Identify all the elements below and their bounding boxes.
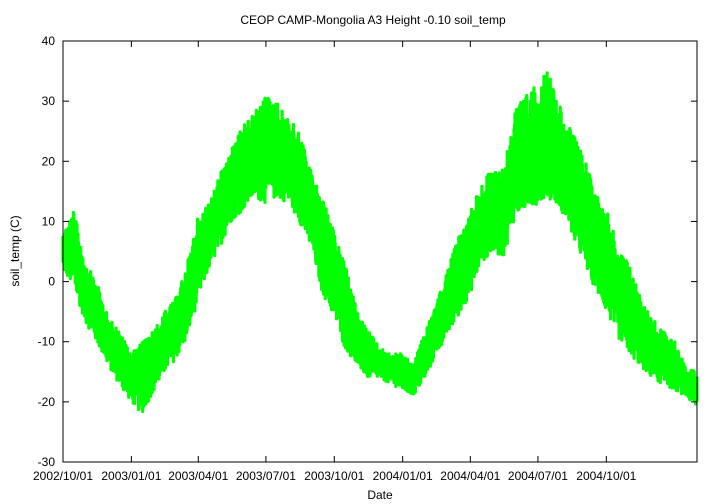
x-tick-label: 2004/04/01: [440, 469, 500, 483]
plot-data: [61, 71, 699, 414]
plot-frame: [62, 40, 698, 463]
x-tick-label: 2004/01/01: [373, 469, 433, 483]
y-axis-label: soil_temp (C): [8, 215, 22, 286]
x-tick-label: 2003/01/01: [101, 469, 161, 483]
x-axis-label: Date: [367, 488, 393, 502]
x-tick-label: 2003/07/01: [236, 469, 296, 483]
y-tick-label: -10: [38, 335, 56, 349]
y-tick-label: -20: [38, 395, 56, 409]
y-tick-label: 10: [42, 214, 56, 228]
y-tick-label: -30: [38, 455, 56, 469]
x-tick-label: 2002/10/01: [33, 469, 93, 483]
y-tick-label: 30: [42, 94, 56, 108]
y-axis: -30 -20 -10 0 10 20 30 40: [38, 34, 697, 469]
x-tick-label: 2004/10/01: [576, 469, 636, 483]
chart-title: CEOP CAMP-Mongolia A3 Height -0.10 soil_…: [240, 13, 506, 27]
y-tick-label: 40: [42, 34, 56, 48]
y-tick-label: 0: [48, 275, 55, 289]
x-axis: 2002/10/01 2003/01/01 2003/04/01 2003/07/01…: [33, 41, 637, 483]
x-tick-label: 2003/04/01: [168, 469, 228, 483]
y-tick-label: 20: [42, 154, 56, 168]
x-tick-label: 2004/07/01: [508, 469, 568, 483]
x-tick-label: 2003/10/01: [304, 469, 364, 483]
